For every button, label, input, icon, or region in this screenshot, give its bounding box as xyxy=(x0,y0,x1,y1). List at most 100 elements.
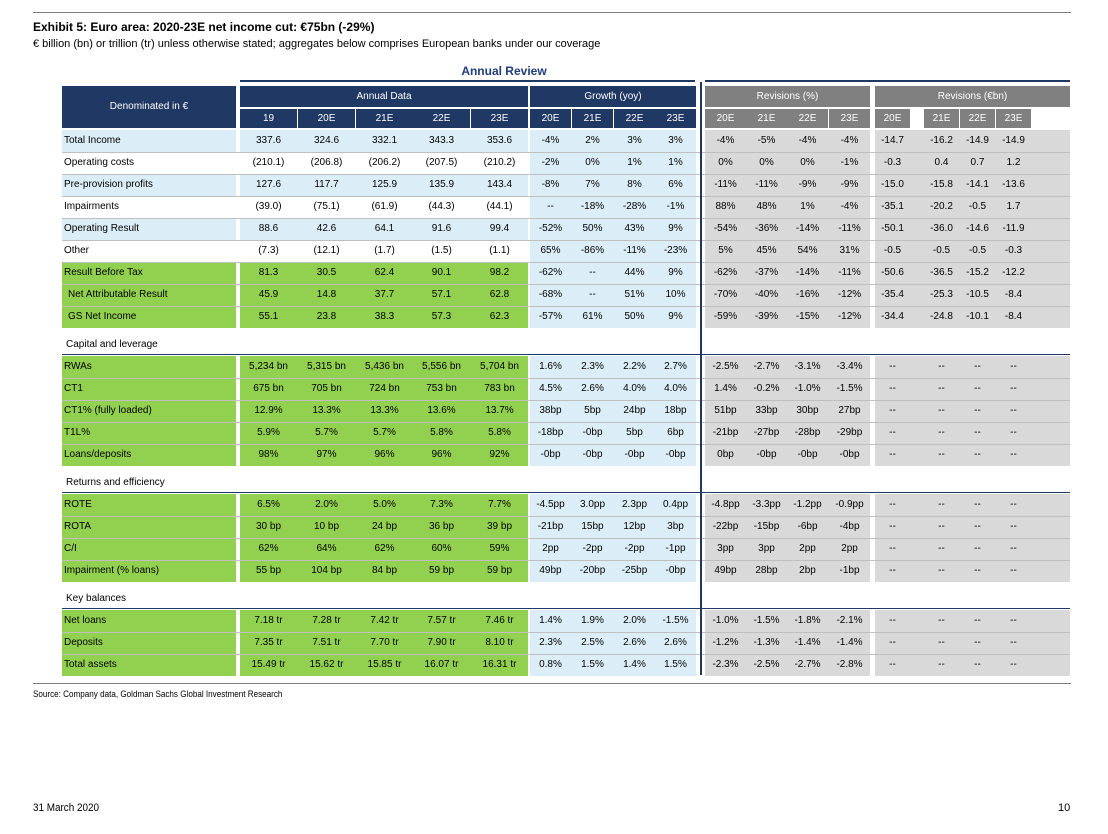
annual-cell: 13.3% xyxy=(370,405,399,416)
growth-cell: -62% xyxy=(538,267,563,278)
annual-cell: (44.3) xyxy=(428,201,455,212)
revbn-cell: -- xyxy=(1010,615,1017,626)
annual-cell: (206.8) xyxy=(310,157,343,168)
revpct-cell: 0bp xyxy=(717,449,734,460)
growth-cell: 50% xyxy=(624,311,645,322)
growth-cell: -86% xyxy=(580,245,605,256)
revbn-cell: -0.3 xyxy=(883,157,902,168)
row-band xyxy=(62,130,528,152)
revbn-cell: -14.9 xyxy=(966,135,989,146)
annual-cell: 7.70 tr xyxy=(370,637,399,648)
revpct-cell: -2.3% xyxy=(712,659,739,670)
revpct-cell: 54% xyxy=(797,245,818,256)
growth-cell: -1pp xyxy=(665,543,686,554)
growth-cell: 43% xyxy=(624,223,645,234)
revbn-cell: -- xyxy=(889,565,896,576)
col-header: 23E xyxy=(996,109,1031,128)
annual-cell: 6.5% xyxy=(257,499,280,510)
revpct-cell: -54% xyxy=(713,223,738,234)
group-header: Revisions (%) xyxy=(705,86,870,107)
annual-cell: 15.49 tr xyxy=(251,659,286,670)
annual-cell: 7.35 tr xyxy=(254,637,283,648)
annual-cell: 117.7 xyxy=(314,179,339,190)
revpct-cell: -6bp xyxy=(797,521,818,532)
growth-cell: -25bp xyxy=(621,565,648,576)
revbn-cell: -- xyxy=(938,659,945,670)
annual-cell: 42.6 xyxy=(316,223,337,234)
growth-cell: -1% xyxy=(666,201,685,212)
growth-cell: 4.5% xyxy=(539,383,562,394)
revpct-cell: -2.7% xyxy=(794,659,821,670)
section-title: Returns and efficiency xyxy=(66,477,165,488)
growth-cell: 61% xyxy=(582,311,603,322)
row-separator xyxy=(62,516,1070,517)
annual-cell: 55.1 xyxy=(258,311,279,322)
annual-cell: (7.3) xyxy=(258,245,279,256)
growth-cell: 9% xyxy=(668,267,683,278)
annual-cell: 45.9 xyxy=(258,289,279,300)
revpct-cell: 30bp xyxy=(796,405,819,416)
growth-cell: -2% xyxy=(541,157,560,168)
annual-cell: 12.9% xyxy=(254,405,283,416)
revpct-cell: -4bp xyxy=(839,521,860,532)
col-header: 20E xyxy=(530,109,571,128)
revbn-cell: -- xyxy=(974,543,981,554)
revbn-cell: -- xyxy=(1010,521,1017,532)
revbn-band xyxy=(875,610,1070,676)
revbn-cell: -14.7 xyxy=(881,135,904,146)
annual-cell: 30 bp xyxy=(255,521,282,532)
revbn-cell: -15.2 xyxy=(966,267,989,278)
growth-cell: 49bp xyxy=(539,565,562,576)
annual-cell: 13.7% xyxy=(485,405,514,416)
annual-cell: 104 bp xyxy=(311,565,342,576)
revpct-cell: -0bp xyxy=(839,449,860,460)
revpct-cell: 28bp xyxy=(755,565,778,576)
revbn-cell: -- xyxy=(938,383,945,394)
growth-cell: 24bp xyxy=(623,405,646,416)
revbn-cell: -- xyxy=(1010,361,1017,372)
revbn-cell: -14.1 xyxy=(966,179,989,190)
growth-cell: 2% xyxy=(585,135,600,146)
growth-cell: 0.8% xyxy=(539,659,562,670)
revpct-cell: -11% xyxy=(714,179,737,190)
revpct-cell: 2pp xyxy=(841,543,858,554)
annual-cell: 353.6 xyxy=(486,135,513,146)
revbn-cell: -34.4 xyxy=(881,311,904,322)
revbn-cell: -- xyxy=(938,405,945,416)
revbn-cell: -- xyxy=(938,499,945,510)
growth-cell: 2.7% xyxy=(664,361,687,372)
annual-cell: 15.85 tr xyxy=(367,659,402,670)
top-rule xyxy=(33,12,1071,13)
revbn-cell: -- xyxy=(974,499,981,510)
growth-cell: 2.3pp xyxy=(621,499,648,510)
revpct-cell: 2bp xyxy=(799,565,816,576)
growth-cell: -18bp xyxy=(537,427,564,438)
col-header: 20E xyxy=(705,109,746,128)
growth-cell: 7% xyxy=(585,179,600,190)
revbn-cell: -- xyxy=(1010,637,1017,648)
revpct-cell: -3.1% xyxy=(794,361,821,372)
annual-cell: (1.7) xyxy=(374,245,395,256)
growth-cell: 3bp xyxy=(667,521,684,532)
growth-band xyxy=(530,610,696,676)
annual-cell: 13.6% xyxy=(427,405,456,416)
annual-cell: 5.7% xyxy=(373,427,396,438)
revpct-cell: -1.0% xyxy=(794,383,821,394)
revbn-cell: -13.6 xyxy=(1002,179,1025,190)
revpct-band xyxy=(705,610,870,676)
revbn-cell: 0.7 xyxy=(970,157,985,168)
annual-cell: 13.3% xyxy=(312,405,341,416)
row-label: CT1% (fully loaded) xyxy=(64,405,152,416)
revpct-cell: -11% xyxy=(838,223,861,234)
revbn-cell: -- xyxy=(974,427,981,438)
annual-cell: 7.18 tr xyxy=(254,615,283,626)
col-header: 20E xyxy=(298,109,355,128)
annual-cell: 135.9 xyxy=(428,179,455,190)
revbn-cell: -35.4 xyxy=(881,289,904,300)
growth-cell: -2pp xyxy=(582,543,603,554)
revbn-cell: -- xyxy=(974,637,981,648)
growth-cell: 2.5% xyxy=(581,637,604,648)
revbn-cell: -- xyxy=(889,405,896,416)
section-band xyxy=(62,610,528,676)
revbn-cell: -- xyxy=(1010,383,1017,394)
